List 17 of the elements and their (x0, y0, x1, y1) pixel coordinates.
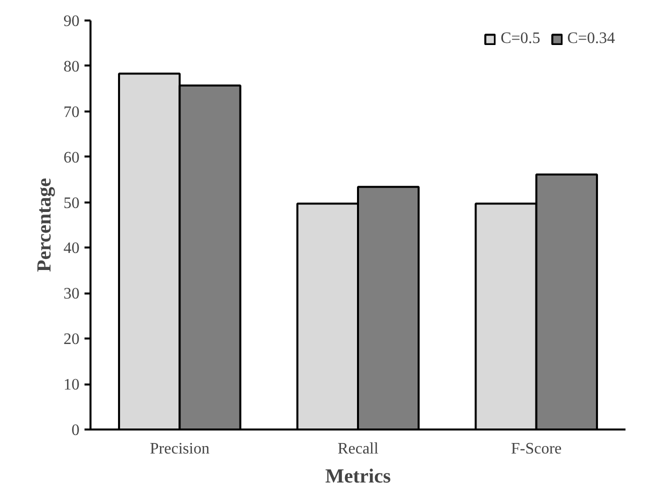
y-tick-label: 40 (64, 240, 80, 258)
y-tick-label: 70 (64, 104, 80, 121)
legend-label: C=0.5 (500, 30, 540, 48)
x-tick-label: Precision (150, 440, 210, 458)
y-tick-label: 80 (64, 58, 80, 76)
y-tick-label: 10 (64, 376, 80, 394)
y-tick-label: 90 (64, 13, 80, 30)
legend-label: C=0.34 (567, 30, 615, 48)
y-tick-label: 60 (64, 149, 80, 166)
x-tick-label: Recall (338, 440, 379, 458)
y-tick-label: 0 (72, 422, 80, 439)
y-tick-label: 50 (64, 194, 80, 212)
y-tick-label: 30 (64, 286, 80, 303)
x-axis-title: Metrics (325, 466, 391, 488)
y-tick-label: 20 (64, 331, 80, 348)
y-axis-title: Percentage (34, 178, 56, 272)
x-tick-label: F-Score (511, 440, 562, 458)
